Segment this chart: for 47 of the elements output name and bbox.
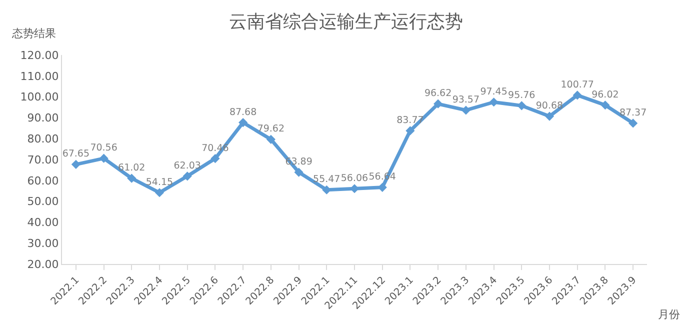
y-tick-label: 60.00 bbox=[27, 174, 59, 188]
y-tick-label: 40.00 bbox=[27, 216, 59, 230]
data-label: 87.68 bbox=[229, 106, 257, 118]
data-label: 96.62 bbox=[424, 88, 452, 100]
point bbox=[489, 98, 498, 107]
point bbox=[461, 106, 470, 115]
data-label: 56.06 bbox=[340, 172, 368, 184]
point bbox=[294, 168, 304, 177]
data-label: 87.37 bbox=[619, 107, 647, 118]
point bbox=[99, 154, 108, 163]
y-tick-label: 90.00 bbox=[27, 112, 59, 125]
point bbox=[628, 118, 638, 128]
data-label: 100.77 bbox=[560, 79, 594, 90]
point bbox=[238, 118, 248, 128]
data-label: 54.15 bbox=[146, 176, 174, 188]
data-label: 93.57 bbox=[452, 94, 480, 106]
data-label: 67.65 bbox=[62, 148, 90, 160]
point bbox=[600, 100, 610, 110]
point bbox=[182, 172, 192, 181]
y-tick-label: 120.00 bbox=[20, 48, 59, 62]
data-label: 70.56 bbox=[90, 142, 118, 154]
point bbox=[434, 99, 443, 108]
data-label: 96.02 bbox=[592, 89, 619, 100]
chart-title: 云南省综合运输生产运行态势 bbox=[229, 11, 463, 32]
y-tick-label: 30.00 bbox=[27, 236, 59, 250]
point bbox=[210, 154, 220, 164]
y-tick-label: 70.00 bbox=[27, 153, 59, 166]
y-tick-label: 110.00 bbox=[20, 70, 59, 83]
y-tick-label: 20.00 bbox=[27, 258, 59, 271]
data-label: 55.47 bbox=[313, 174, 340, 186]
point bbox=[154, 188, 164, 198]
point bbox=[406, 126, 415, 136]
data-label: 79.62 bbox=[257, 124, 285, 135]
y-tick-label: 80.00 bbox=[27, 132, 59, 146]
point bbox=[127, 174, 136, 183]
point bbox=[544, 112, 554, 121]
point bbox=[71, 160, 80, 169]
y-tick-label: 50.00 bbox=[27, 195, 59, 208]
data-label: 61.02 bbox=[118, 162, 146, 174]
point bbox=[266, 134, 276, 144]
point bbox=[572, 90, 582, 100]
data-label: 62.03 bbox=[174, 160, 201, 172]
data-label: 95.76 bbox=[508, 90, 536, 101]
y-tick-label: 100.00 bbox=[20, 90, 59, 104]
y-axis-title: 态势结果 bbox=[11, 27, 56, 40]
x-axis-title: 月份 bbox=[658, 308, 680, 321]
data-label: 97.45 bbox=[480, 86, 508, 98]
